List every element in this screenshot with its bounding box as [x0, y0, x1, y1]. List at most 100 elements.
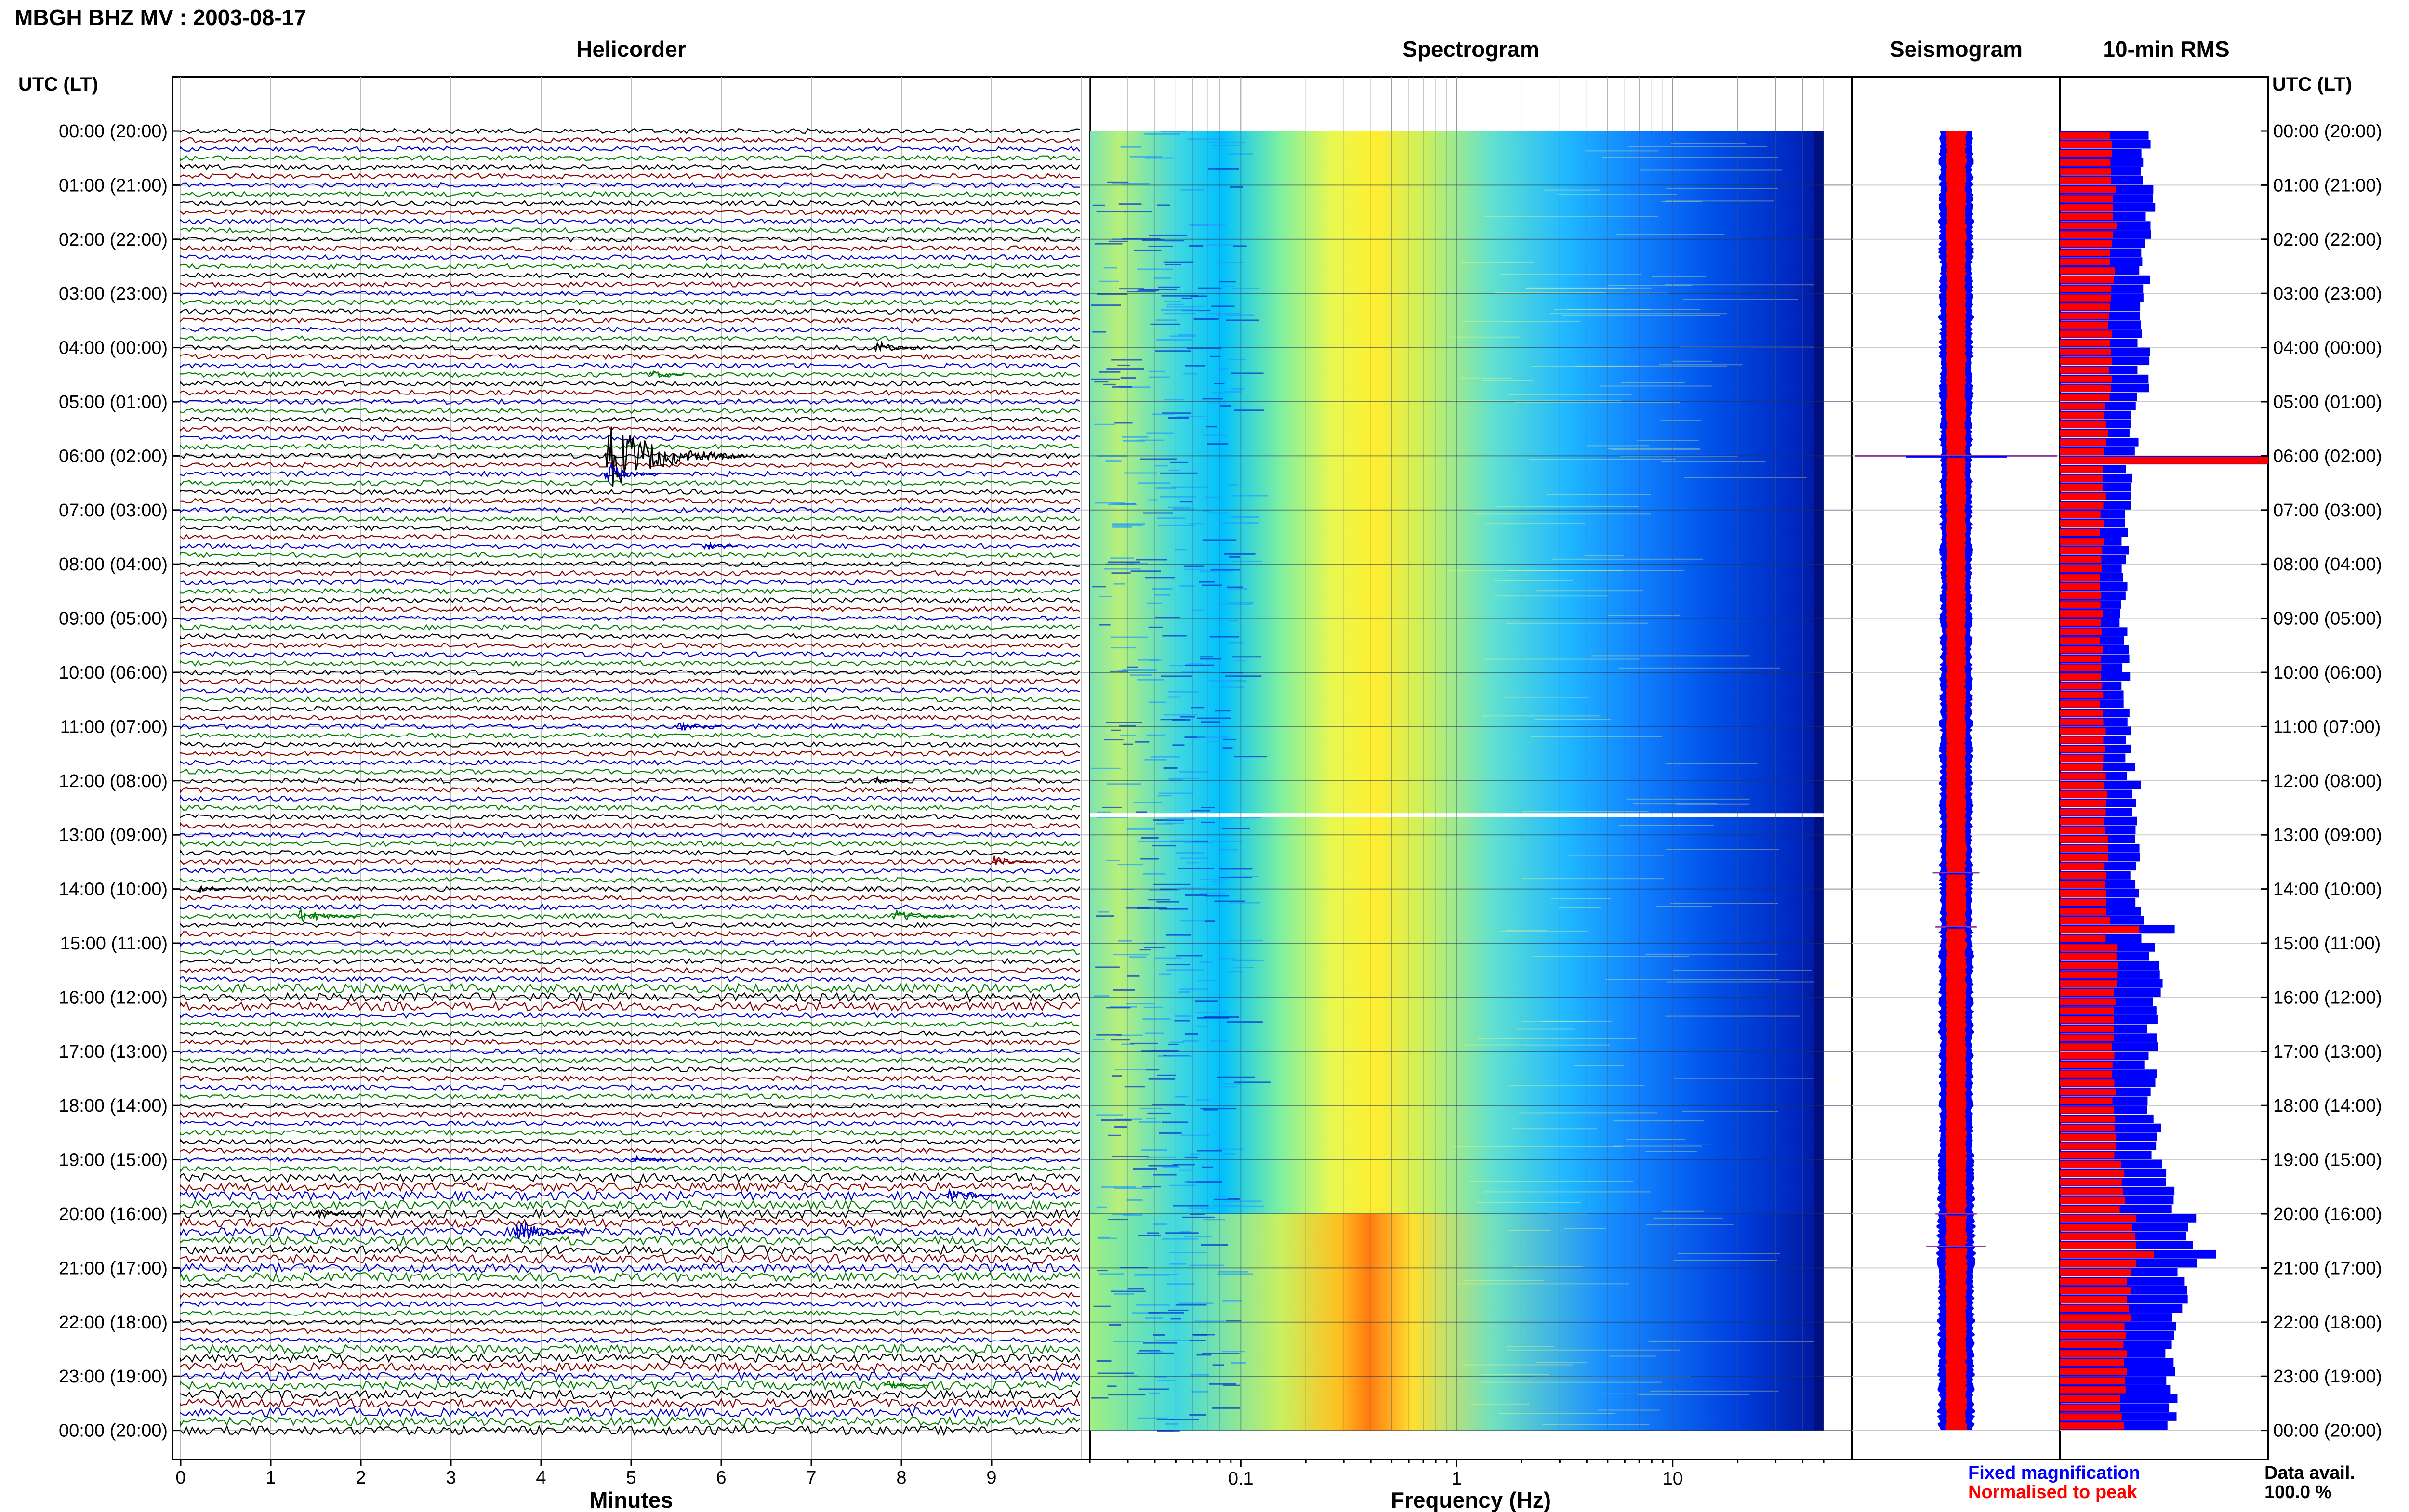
spectrogram-texture — [1127, 828, 1155, 830]
spectrogram-texture — [1186, 1181, 1222, 1183]
spectrogram-texture — [1154, 1376, 1167, 1378]
rms-bar-normalised — [2060, 1260, 2136, 1267]
utc-header-left: UTC (LT) — [18, 74, 98, 95]
spectrogram-texture — [1132, 1312, 1161, 1314]
spectrogram-texture — [1471, 1403, 1530, 1405]
spectrogram-texture — [1096, 915, 1114, 917]
spectrogram-texture — [1448, 570, 1623, 571]
time-label-left: 02:00 (22:00) — [59, 230, 168, 250]
helicorder-trace-line — [180, 236, 1080, 243]
spectrogram-texture — [1122, 669, 1157, 671]
spectrogram-texture — [1521, 811, 1649, 812]
spectrogram-texture — [1616, 233, 1725, 235]
spectrogram-texture — [1106, 859, 1121, 861]
rms-bar-normalised — [2060, 817, 2104, 825]
time-label-left: 09:00 (05:00) — [59, 609, 168, 629]
spectrogram-x-tick-label: 1 — [1452, 1469, 1462, 1489]
spectrogram-texture — [1194, 1000, 1218, 1002]
spectrogram-texture — [1094, 243, 1123, 245]
spectrogram-texture — [1158, 908, 1188, 910]
spectrogram-texture — [1161, 295, 1199, 297]
spectrogram-texture — [1208, 741, 1220, 743]
spectrogram-texture — [1183, 565, 1204, 567]
helicorder-trace-line — [180, 1000, 1080, 1012]
rms-bar-normalised — [2060, 303, 2110, 311]
time-label-right: 10:00 (06:00) — [2273, 663, 2382, 683]
spectrogram-texture — [1097, 1236, 1110, 1238]
spectrogram-texture — [1126, 291, 1156, 293]
helicorder-panel: 0 1 2 3 4 5 6 7 8 9 Minutes — [172, 76, 1091, 1512]
spectrogram-texture — [1233, 660, 1246, 662]
seismogram-traces — [1855, 131, 2057, 1430]
spectrogram-texture — [1169, 1041, 1185, 1043]
spectrogram-texture — [1123, 472, 1158, 474]
helicorder-trace-line — [180, 570, 1080, 577]
spectrogram-texture — [1218, 604, 1252, 605]
spectrogram-texture — [1097, 811, 1111, 813]
spectrogram-texture — [1166, 934, 1191, 936]
spectrogram-texture — [1223, 1384, 1240, 1386]
spectrogram-texture — [1512, 1128, 1597, 1130]
rms-bar-normalised — [2060, 520, 2104, 527]
helicorder-trace-line — [180, 515, 1080, 523]
helicorder-trace-line — [180, 1416, 1080, 1428]
helicorder-trace-line — [180, 991, 1081, 1003]
spectrogram-texture — [1652, 276, 1706, 277]
spectrogram-texture — [1119, 386, 1151, 388]
spectrogram-texture — [1113, 989, 1135, 991]
rms-bar-normalised — [2060, 159, 2111, 166]
helicorder-trace-line — [180, 1012, 1080, 1019]
spectrogram-texture — [1650, 1390, 1779, 1392]
spectrogram-texture — [1191, 707, 1204, 709]
rms-bar-normalised — [2060, 790, 2107, 798]
spectrogram-texture — [1482, 380, 1534, 381]
spectrogram-texture — [1209, 141, 1245, 143]
spectrogram-texture — [1159, 973, 1171, 975]
spectrogram-texture — [1091, 767, 1121, 769]
spectrogram-texture — [1189, 1414, 1206, 1416]
helicorder-trace-line — [180, 976, 1080, 983]
helicorder-trace-line — [180, 263, 1080, 270]
spectrogram-texture — [1170, 461, 1188, 463]
spectrogram-texture — [1457, 1283, 1629, 1285]
helicorder-trace-line — [180, 1093, 1080, 1100]
spectrogram-texture — [1163, 767, 1178, 769]
spectrogram-texture — [1113, 1340, 1144, 1342]
time-label-left: 05:00 (01:00) — [59, 392, 168, 412]
helicorder-trace-line — [180, 1226, 1080, 1238]
spectrogram-texture — [1091, 1397, 1109, 1399]
spectrogram-texture — [1477, 1202, 1581, 1203]
helicorder-event-waveform — [991, 855, 1037, 866]
rms-bar-normalised — [2060, 168, 2111, 175]
spectrogram-texture — [1196, 1354, 1212, 1356]
spectrogram-texture — [1110, 557, 1134, 559]
helicorder-trace-line — [180, 1328, 1080, 1335]
spectrogram-texture — [1219, 281, 1236, 283]
spectrogram-texture — [1101, 1119, 1132, 1121]
spectrogram-texture — [1506, 622, 1649, 624]
spectrogram-texture — [1196, 1099, 1210, 1101]
spectrogram-texture — [1194, 1320, 1225, 1322]
helicorder-trace-line — [180, 281, 1080, 288]
spectrogram-texture — [1094, 423, 1115, 425]
rms-bar-normalised — [2060, 484, 2103, 491]
spectrogram-texture — [1202, 1353, 1240, 1354]
spectrogram-texture — [1148, 899, 1170, 901]
rms-bar-normalised — [2060, 1287, 2131, 1294]
helicorder-trace-line — [180, 696, 1080, 703]
spectrogram-texture — [1172, 486, 1209, 488]
spectrogram-texture — [1452, 1146, 1623, 1147]
rms-bar-normalised — [2060, 682, 2103, 690]
time-label-right: 21:00 (17:00) — [2273, 1258, 2382, 1278]
spectrogram-texture — [1562, 315, 1720, 316]
spectrogram-texture — [1508, 394, 1632, 395]
spectrogram-texture — [1464, 1044, 1610, 1046]
rms-bars — [2060, 131, 2268, 1430]
rms-bar-normalised — [2060, 231, 2114, 238]
rms-bar-normalised — [2060, 827, 2106, 834]
helicorder-trace-line — [180, 1318, 1080, 1326]
helicorder-trace-line — [180, 931, 1080, 938]
spectrogram-texture — [1203, 539, 1236, 541]
rms-bar-normalised — [2060, 141, 2113, 148]
spectrogram-texture — [1112, 183, 1150, 185]
